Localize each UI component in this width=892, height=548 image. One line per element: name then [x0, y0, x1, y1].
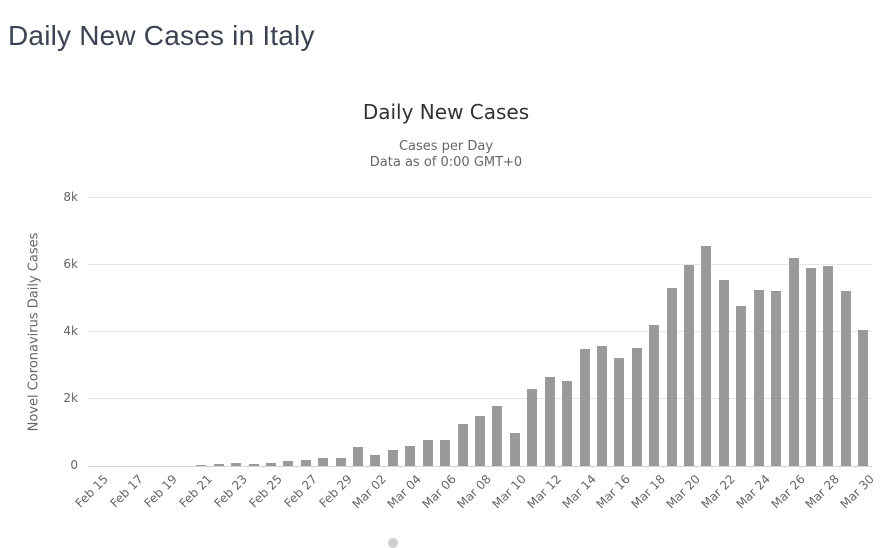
chart-subtitle-line-1: Cases per Day [398, 139, 494, 154]
y-tick-label-2k: 2k [63, 391, 78, 405]
bar-Mar-29[interactable] [841, 291, 851, 466]
y-tick-label-0: 0 [70, 458, 78, 472]
x-tick-label-Mar-14: Mar 14 [559, 472, 599, 512]
bar-Mar-09[interactable] [492, 406, 502, 466]
bar-Mar-21[interactable] [701, 246, 711, 466]
x-tick-label-Mar-26: Mar 26 [768, 472, 808, 512]
bar-Mar-25[interactable] [771, 291, 781, 466]
bar-Mar-15[interactable] [597, 346, 607, 466]
bar-Mar-13[interactable] [562, 381, 572, 466]
bar-Mar-12[interactable] [545, 377, 555, 466]
bar-Mar-03[interactable] [388, 450, 398, 466]
x-tick-label-Mar-20: Mar 20 [663, 472, 703, 512]
x-tick-label-Feb-29: Feb 29 [316, 472, 355, 511]
y-axis-labels: 0 2k 4k 6k 8k [0, 190, 78, 472]
bar-Mar-16[interactable] [614, 358, 624, 466]
bar-Mar-26[interactable] [789, 258, 799, 466]
bar-Mar-19[interactable] [667, 288, 677, 466]
x-tick-label-Mar-06: Mar 06 [419, 472, 459, 512]
bar-Feb-27[interactable] [301, 460, 311, 466]
chart-title: Daily New Cases [362, 100, 530, 124]
x-tick-label-Feb-27: Feb 27 [281, 472, 320, 511]
x-tick-label-Mar-02: Mar 02 [349, 472, 389, 512]
bar-Feb-22[interactable] [214, 464, 224, 466]
plot-area [88, 197, 872, 467]
bar-Feb-23[interactable] [231, 463, 241, 466]
bar-Mar-24[interactable] [754, 290, 764, 466]
bar-Mar-28[interactable] [823, 266, 833, 466]
bar-Mar-11[interactable] [527, 389, 537, 466]
bar-Mar-27[interactable] [806, 268, 816, 466]
bar-Mar-06[interactable] [440, 440, 450, 466]
bar-Feb-29[interactable] [336, 458, 346, 466]
bar-Mar-08[interactable] [475, 416, 485, 466]
bar-Feb-24[interactable] [249, 464, 259, 466]
x-tick-label-Mar-04: Mar 04 [384, 472, 424, 512]
bar-Feb-21[interactable] [196, 465, 206, 466]
bar-Feb-25[interactable] [266, 463, 276, 466]
chart-subtitle: Cases per Day Data as of 0:00 GMT+0 [0, 139, 892, 171]
chart-subtitle-line-2: Data as of 0:00 GMT+0 [369, 155, 523, 170]
x-tick-label-Feb-17: Feb 17 [107, 472, 146, 511]
bar-Mar-17[interactable] [632, 348, 642, 466]
bar-Mar-01[interactable] [353, 447, 363, 466]
x-tick-label-Mar-30: Mar 30 [837, 472, 877, 512]
x-tick-label-Mar-10: Mar 10 [489, 472, 529, 512]
bar-Mar-22[interactable] [719, 280, 729, 466]
bar-Feb-26[interactable] [283, 461, 293, 466]
gridline-8k [88, 197, 872, 198]
bar-Mar-14[interactable] [580, 349, 590, 466]
bar-Mar-18[interactable] [649, 325, 659, 466]
bar-Feb-28[interactable] [318, 458, 328, 466]
legend-symbol-partial [388, 538, 398, 548]
x-tick-label-Mar-28: Mar 28 [802, 472, 842, 512]
page-title: Daily New Cases in Italy [8, 20, 315, 51]
bar-Mar-04[interactable] [405, 446, 415, 466]
bar-Mar-07[interactable] [458, 424, 468, 466]
bar-Mar-02[interactable] [370, 455, 380, 466]
bar-Mar-30[interactable] [858, 330, 868, 466]
bar-Mar-20[interactable] [684, 265, 694, 466]
x-tick-label-Feb-15: Feb 15 [72, 472, 111, 511]
bar-Mar-23[interactable] [736, 306, 746, 466]
x-tick-label-Mar-16: Mar 16 [593, 472, 633, 512]
x-tick-label-Feb-25: Feb 25 [246, 472, 285, 511]
x-tick-label-Feb-21: Feb 21 [176, 472, 215, 511]
gridline-6k [88, 264, 872, 265]
gridline-4k [88, 331, 872, 332]
x-tick-label-Mar-08: Mar 08 [454, 472, 494, 512]
bar-Mar-05[interactable] [423, 440, 433, 466]
x-tick-label-Mar-18: Mar 18 [628, 472, 668, 512]
gridline-2k [88, 398, 872, 399]
x-tick-label-Feb-19: Feb 19 [141, 472, 180, 511]
y-tick-label-8k: 8k [63, 190, 78, 204]
x-tick-label-Feb-23: Feb 23 [211, 472, 250, 511]
x-tick-label-Mar-12: Mar 12 [524, 472, 564, 512]
y-tick-label-6k: 6k [63, 257, 78, 271]
bar-Mar-10[interactable] [510, 433, 520, 466]
x-tick-label-Mar-22: Mar 22 [698, 472, 738, 512]
x-tick-label-Mar-24: Mar 24 [733, 472, 773, 512]
y-tick-label-4k: 4k [63, 324, 78, 338]
